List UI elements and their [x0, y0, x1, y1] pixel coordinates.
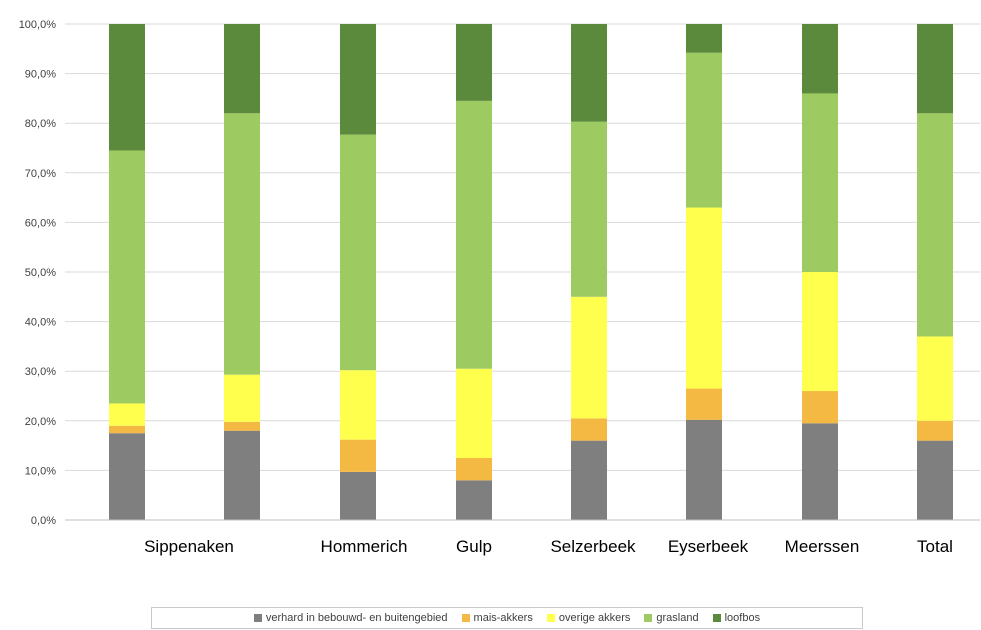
y-tick-label: 0,0%: [31, 515, 56, 527]
gridlines: [65, 23, 980, 471]
bar-segment: [109, 433, 145, 520]
legend-swatch: [712, 614, 721, 622]
x-category-label: Total: [917, 537, 953, 556]
x-axis-category-labels: Sippenaken Hommerich Gulp Selzerbeek Eyserbe…: [144, 537, 953, 556]
y-tick-label: 30,0%: [25, 366, 56, 378]
legend: verhard in bebouwd- en buitengebied mais-…: [151, 607, 863, 629]
bar-segment: [224, 113, 260, 375]
stacked-bar-chart: 0,0% 10,0% 20,0% 30,0% 40,0% 50,0% 60,0% 70,0% 8…: [19, 19, 980, 556]
x-category-label: Eyserbeek: [668, 537, 749, 556]
x-category-label: Meerssen: [785, 537, 860, 556]
bar-segment: [109, 425, 145, 434]
x-category-label: Selzerbeek: [550, 537, 636, 556]
bar-segment: [686, 207, 722, 389]
bar-segment: [224, 430, 260, 520]
y-tick-label: 100,0%: [19, 19, 57, 31]
bar-segment: [686, 388, 722, 420]
x-category-label: Hommerich: [321, 537, 408, 556]
bar-segment: [456, 480, 492, 520]
bar-segment: [802, 423, 838, 520]
y-tick-label: 40,0%: [25, 317, 56, 329]
y-axis-tick-labels: 0,0% 10,0% 20,0% 30,0% 40,0% 50,0% 60,0% 70,0% 8…: [19, 19, 57, 527]
bar-segment: [571, 121, 607, 297]
bar-segment: [340, 471, 376, 520]
legend-swatch: [644, 614, 653, 622]
bar-segment: [917, 113, 953, 337]
bar-segment: [456, 24, 492, 101]
bar-segment: [340, 370, 376, 440]
legend-item: loofbos: [712, 612, 761, 624]
bar-segment: [109, 24, 145, 151]
y-tick-label: 90,0%: [25, 69, 56, 81]
bar-segment: [340, 24, 376, 135]
bar-segment: [224, 421, 260, 431]
legend-item: grasland: [644, 612, 699, 624]
bar-segment: [571, 440, 607, 520]
bar-segment: [109, 150, 145, 404]
y-tick-label: 50,0%: [25, 267, 56, 279]
y-tick-label: 80,0%: [25, 118, 56, 130]
legend-swatch: [253, 614, 262, 622]
x-category-label: Sippenaken: [144, 537, 234, 556]
bar-segment: [456, 100, 492, 369]
bar-segment: [340, 439, 376, 472]
legend-swatch: [546, 614, 555, 622]
bar-segment: [917, 420, 953, 441]
legend-label: mais-akkers: [473, 612, 533, 624]
bar-segment: [917, 440, 953, 520]
legend-label: grasland: [656, 612, 699, 624]
bar-segment: [340, 134, 376, 371]
bar-segment: [802, 272, 838, 392]
bar-segment: [802, 93, 838, 272]
bar-segment: [571, 24, 607, 122]
bars: [109, 24, 953, 520]
bar-segment: [571, 418, 607, 441]
bar-segment: [802, 391, 838, 424]
y-tick-label: 10,0%: [25, 465, 56, 477]
legend-label: overige akkers: [558, 612, 631, 624]
legend-item: mais-akkers: [461, 612, 533, 624]
y-tick-label: 60,0%: [25, 217, 56, 229]
x-category-label: Gulp: [456, 537, 492, 556]
bar-segment: [917, 24, 953, 114]
y-tick-label: 20,0%: [25, 416, 56, 428]
bar-segment: [802, 24, 838, 94]
y-tick-label: 70,0%: [25, 168, 56, 180]
legend-label: verhard in bebouwd- en buitengebied: [265, 612, 448, 624]
bar-segment: [686, 52, 722, 208]
bar-segment: [917, 336, 953, 421]
bar-segment: [571, 296, 607, 419]
bar-segment: [109, 403, 145, 426]
bar-segment: [456, 368, 492, 458]
legend-label: loofbos: [724, 612, 761, 624]
bar-segment: [686, 24, 722, 53]
legend-item: overige akkers: [546, 612, 631, 624]
legend-item: verhard in bebouwd- en buitengebied: [253, 612, 448, 624]
bar-segment: [224, 24, 260, 114]
bar-segment: [456, 458, 492, 481]
bar-segment: [686, 419, 722, 520]
legend-swatch: [461, 614, 470, 622]
bar-segment: [224, 374, 260, 422]
